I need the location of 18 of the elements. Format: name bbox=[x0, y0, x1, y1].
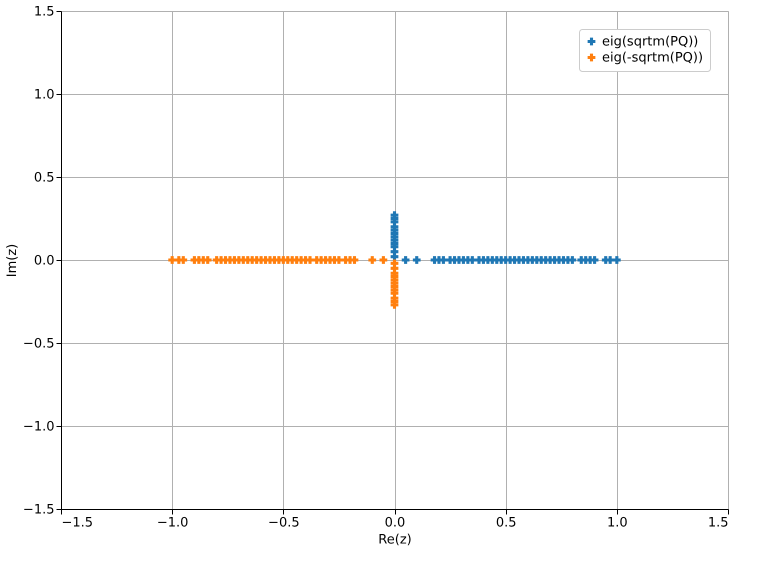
x-tick-label: 1.5 bbox=[708, 516, 728, 530]
y-tick-label: 1.5 bbox=[34, 4, 54, 20]
y-axis-title: Im(z) bbox=[4, 244, 20, 278]
x-tick-label: 0.0 bbox=[384, 516, 406, 530]
y-tick-label: 0.5 bbox=[34, 170, 54, 186]
x-tick-label: −1.0 bbox=[156, 516, 188, 530]
x-tick-label: 1.0 bbox=[606, 516, 628, 530]
x-tick-label: −1.5 bbox=[62, 516, 94, 530]
x-tick-label: −0.5 bbox=[268, 516, 300, 530]
y-tick-label: −0.5 bbox=[22, 336, 54, 352]
legend-label: eig(-sqrtm(PQ)) bbox=[602, 50, 704, 66]
x-tick-label: 0.5 bbox=[496, 516, 517, 530]
x-axis-title: Re(z) bbox=[378, 532, 412, 548]
y-tick-label: −1.0 bbox=[22, 420, 54, 434]
legend-label: eig(sqrtm(PQ)) bbox=[602, 34, 698, 50]
y-tick-label: 0.0 bbox=[34, 254, 54, 268]
y-tick-label: −1.5 bbox=[22, 502, 54, 518]
y-tick-label: 1.0 bbox=[34, 88, 54, 102]
